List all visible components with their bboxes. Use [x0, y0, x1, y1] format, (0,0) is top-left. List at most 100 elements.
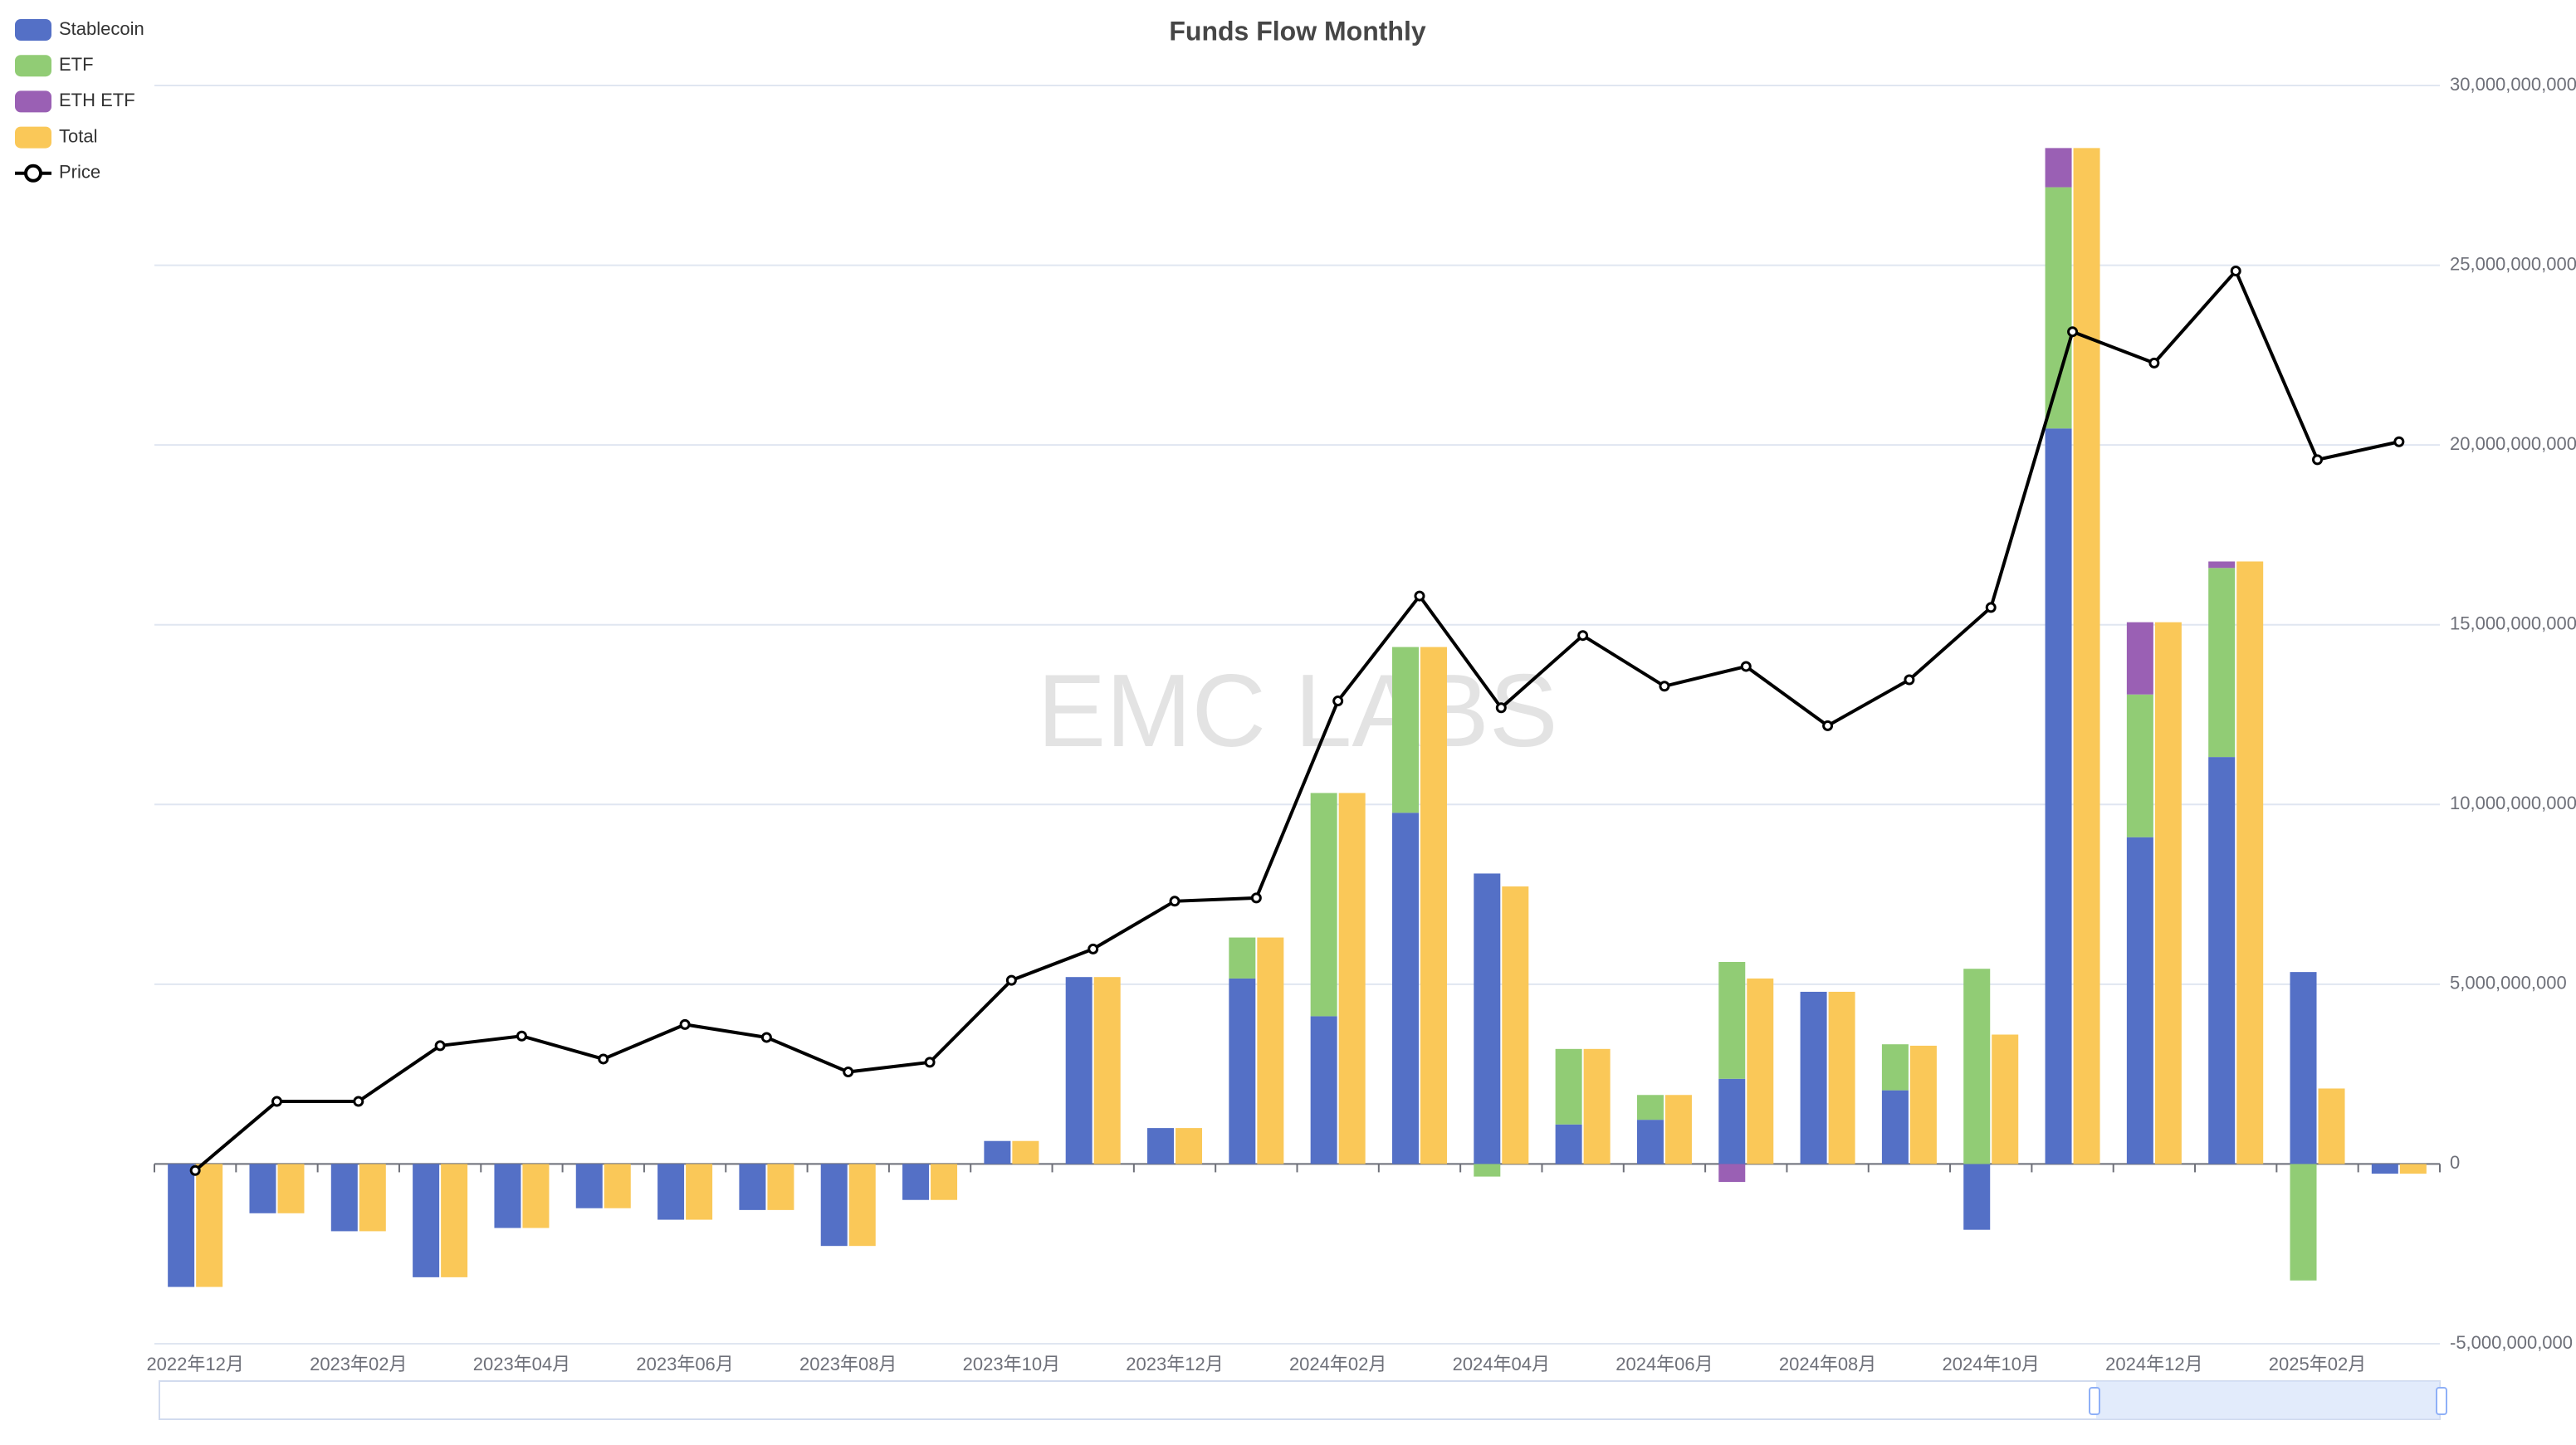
price-point — [679, 1018, 691, 1030]
legend-label: ETF — [59, 54, 94, 75]
price-point — [924, 1057, 936, 1068]
x-tick-label: 2024年10月 — [1943, 1354, 2040, 1374]
bar — [1338, 793, 1366, 1164]
legend-item[interactable]: Stablecoin — [15, 18, 144, 41]
price-point — [2393, 436, 2405, 447]
price-point — [353, 1096, 364, 1107]
watermark: EMC LABS — [1037, 654, 1557, 769]
bar — [1310, 1016, 1337, 1164]
price-point — [1659, 681, 1670, 692]
bar — [1093, 977, 1121, 1164]
bar — [522, 1164, 550, 1228]
price-point — [1005, 974, 1017, 986]
bar — [2399, 1164, 2427, 1174]
price-point — [516, 1030, 527, 1042]
bar — [1718, 1078, 1746, 1164]
x-tick-label: 2023年02月 — [310, 1354, 407, 1374]
bar — [2290, 1164, 2317, 1281]
bar — [2208, 561, 2236, 569]
bar — [196, 1164, 223, 1287]
x-tick-label: 2024年04月 — [1453, 1354, 1550, 1374]
x-tick-label: 2024年12月 — [2105, 1354, 2202, 1374]
bar — [739, 1164, 766, 1210]
bar — [1229, 937, 1256, 979]
price-point — [1169, 896, 1180, 907]
bar — [2126, 622, 2153, 695]
bar — [1909, 1045, 1937, 1164]
bar — [1881, 1090, 1909, 1164]
x-tick-label: 2023年08月 — [799, 1354, 897, 1374]
bar — [2290, 972, 2317, 1164]
zoom-handle[interactable] — [2089, 1387, 2100, 1415]
price-point — [189, 1164, 201, 1176]
price-point — [2067, 326, 2079, 338]
x-tick-label: 2022年12月 — [146, 1354, 243, 1374]
price-point — [1577, 630, 1589, 642]
price-point — [1904, 674, 1915, 686]
bar — [1474, 1164, 1501, 1177]
bar — [1391, 813, 1419, 1164]
bar — [1636, 1095, 1664, 1120]
price-point — [2230, 266, 2241, 277]
bar — [330, 1164, 358, 1232]
x-tick-label: 2024年06月 — [1615, 1354, 1713, 1374]
price-point — [1822, 720, 1834, 731]
bar — [1800, 991, 1827, 1164]
bar — [604, 1164, 631, 1208]
y-tick-label: 30,000,000,000 — [2450, 74, 2576, 95]
legend-item[interactable]: Total — [15, 125, 97, 149]
bar — [931, 1164, 958, 1200]
legend: Stablecoin ETF ETH ETF Total Price — [15, 18, 144, 183]
x-tick-label: 2023年10月 — [963, 1354, 1060, 1374]
legend-item[interactable]: ETH ETF — [15, 90, 135, 113]
bar — [1391, 647, 1419, 813]
bar — [413, 1164, 440, 1277]
bar — [441, 1164, 468, 1277]
legend-label: ETH ETF — [59, 90, 135, 110]
legend-item[interactable]: Price — [15, 162, 100, 183]
zoom-handle[interactable] — [2436, 1387, 2447, 1415]
lines — [189, 266, 2405, 1176]
bar — [2126, 694, 2153, 837]
y-tick-label: 20,000,000,000 — [2450, 433, 2576, 454]
bar — [657, 1164, 685, 1220]
bar — [1992, 1034, 2019, 1164]
y-tick-label: -5,000,000,000 — [2450, 1332, 2573, 1353]
price-point — [1495, 702, 1507, 714]
bar — [1963, 1164, 1991, 1230]
price-point — [843, 1067, 854, 1078]
bar — [1664, 1095, 1692, 1164]
x-tick-label: 2024年08月 — [1779, 1354, 1876, 1374]
price-point — [1088, 943, 1099, 954]
price-point — [1740, 661, 1752, 672]
bar — [767, 1164, 794, 1210]
y-tick-label: 5,000,000,000 — [2450, 973, 2567, 993]
bar — [1555, 1124, 1582, 1164]
bar — [2126, 837, 2153, 1164]
bar — [1012, 1140, 1039, 1164]
bar — [1583, 1048, 1611, 1164]
x-tick-label: 2023年12月 — [1126, 1354, 1223, 1374]
bar — [848, 1164, 876, 1247]
legend-key — [15, 55, 51, 77]
bar — [2154, 622, 2182, 1164]
bar — [820, 1164, 848, 1247]
bar — [902, 1164, 930, 1200]
legend-label: Stablecoin — [59, 18, 144, 39]
legend-item[interactable]: ETF — [15, 54, 94, 77]
bar — [1257, 937, 1284, 1164]
bar — [2371, 1164, 2398, 1174]
bar — [1065, 977, 1092, 1164]
bar — [1420, 647, 1447, 1164]
bar — [1176, 1128, 1203, 1164]
data-zoom — [159, 1380, 2447, 1420]
zoom-window[interactable] — [2096, 1381, 2440, 1419]
chart-title: Funds Flow Monthly — [1169, 16, 1425, 46]
bar — [1828, 991, 1855, 1164]
bar — [168, 1164, 195, 1287]
bar — [1747, 978, 1774, 1164]
bar — [1718, 962, 1746, 1079]
legend-key — [24, 164, 42, 183]
